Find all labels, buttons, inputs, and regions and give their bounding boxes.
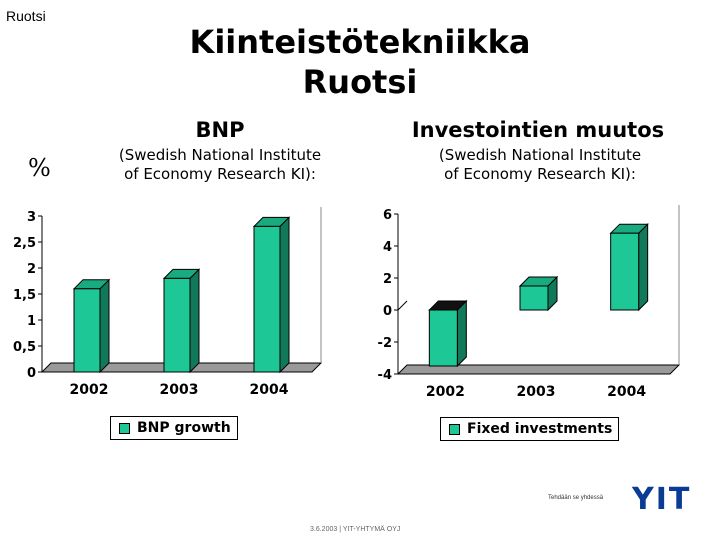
chart2-ytick-label: -2: [378, 336, 392, 351]
chart2-bar-front: [519, 285, 549, 311]
chart2-bar: [609, 222, 649, 312]
chart1-xtick-label: 2002: [70, 382, 109, 398]
chart2-subtitle: (Swedish National Institute of Economy R…: [380, 146, 700, 184]
chart2-xtick-label: 2003: [517, 384, 556, 400]
chart1-bar-side: [279, 216, 290, 374]
chart1-ytick-label: 3: [27, 210, 36, 225]
chart1-title: BNP: [195, 118, 245, 142]
chart2-subtitle-line2: of Economy Research KI):: [444, 165, 636, 183]
chart1-bar-front: [163, 277, 191, 373]
chart1-xtick-label: 2003: [160, 382, 199, 398]
chart2-bar-side: [456, 299, 467, 368]
chart1-bar-side: [189, 268, 200, 374]
chart2-ytick-label: 2: [383, 272, 392, 287]
chart2-legend-label: Fixed investments: [467, 421, 613, 437]
chart1-legend-swatch: [119, 422, 130, 434]
chart2-bar: [518, 275, 559, 312]
chart2-ytick-label: 6: [383, 208, 392, 223]
chart1-bar: [252, 216, 291, 374]
tagline: Tehdään se yhdessä: [548, 495, 604, 501]
chart2-zero-line: [397, 300, 408, 311]
chart1-ytick-label: 0: [27, 366, 36, 381]
chart2-bar-side: [638, 222, 649, 312]
chart1-bar-front: [253, 225, 281, 373]
yit-logo: YIT: [632, 482, 692, 517]
chart2-ytick-label: 4: [383, 240, 392, 255]
chart2-xtick-label: 2002: [426, 384, 465, 400]
chart1-ytick-label: 2,5: [13, 236, 36, 251]
page-title-line2: Ruotsi: [302, 63, 418, 101]
chart1-ytick-label: 1: [27, 314, 36, 329]
chart2-title: Investointien muutos: [411, 118, 665, 142]
chart1-subtitle: (Swedish National Institute of Economy R…: [60, 146, 380, 184]
chart2-legend: Fixed investments: [440, 417, 620, 441]
chart1-bar-side: [99, 278, 110, 374]
footer-date: 3.6.2003 | YIT-YHTYMÄ OYJ: [310, 526, 401, 533]
chart1-bar: [162, 268, 201, 374]
chart1-legend: BNP growth: [110, 416, 238, 440]
chart1-subtitle-line1: (Swedish National Institute: [118, 146, 322, 164]
chart1-xtick-label: 2004: [250, 382, 289, 398]
bnp-chart: 0 0,5 1 1,5 2 2,5 3 2002 2003 2004: [13, 207, 323, 398]
chart1-ytick-label: 2: [27, 262, 36, 277]
chart2-ytick-label: 0: [383, 304, 392, 319]
chart2-bar-front: [428, 309, 458, 367]
chart1-legend-label: BNP growth: [137, 420, 231, 436]
chart2-bar-front: [610, 232, 640, 311]
percent-unit-label: %: [28, 154, 51, 182]
page-title-line1: Kiinteistötekniikka: [189, 23, 531, 61]
chart1-bar-front: [73, 288, 101, 373]
chart2-ytick-label: -4: [378, 368, 392, 383]
chart1-ytick-label: 0,5: [13, 340, 36, 355]
chart2-xtick-label: 2004: [607, 384, 646, 400]
chart1-bar: [72, 278, 111, 374]
corner-label: Ruotsi: [6, 8, 46, 24]
chart1-subtitle-line2: of Economy Research KI):: [124, 165, 316, 183]
chart2-subtitle-line1: (Swedish National Institute: [438, 146, 642, 164]
investment-chart: -4 -2 0 2 4 6 2002 2003 2004: [378, 205, 681, 400]
page-title: Kiinteistötekniikka Ruotsi: [150, 22, 570, 102]
chart1-ytick-label: 1,5: [13, 288, 36, 303]
chart2-legend-swatch: [449, 423, 460, 435]
chart2-bar: [428, 299, 468, 368]
